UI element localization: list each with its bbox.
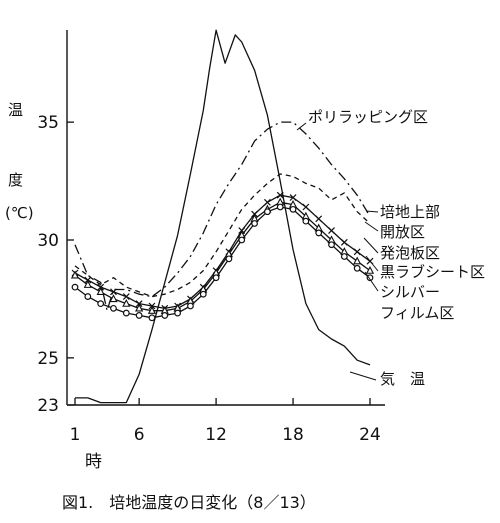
data-point	[135, 300, 143, 308]
data-point	[366, 274, 374, 282]
data-point	[328, 241, 335, 249]
series-label: 黒ラブシート区	[380, 263, 485, 281]
data-point	[97, 300, 105, 308]
y-tick-label: 30	[37, 231, 59, 251]
data-point	[70, 270, 80, 279]
data-point	[365, 265, 375, 274]
data-point	[353, 256, 362, 265]
y-axis-label-part: 温	[8, 101, 23, 119]
data-point	[84, 276, 92, 284]
label-leader-line	[365, 255, 379, 272]
y-tick-label: 25	[37, 349, 59, 369]
data-point	[276, 191, 284, 199]
x-tick-label: 12	[205, 425, 227, 445]
series-label: 発泡板区	[380, 244, 440, 262]
data-point	[122, 293, 130, 300]
data-point	[340, 238, 348, 246]
data-point	[289, 205, 297, 213]
series-label: 開放区	[380, 223, 425, 241]
data-point	[263, 208, 271, 216]
y-tick-label: 23	[37, 396, 59, 416]
data-point	[110, 304, 117, 312]
label-leader-line	[296, 122, 307, 131]
label-leader-line	[365, 210, 379, 213]
series-label: フィルム区	[380, 304, 454, 322]
data-point	[302, 217, 310, 225]
data-point	[315, 215, 323, 223]
series-line	[74, 194, 371, 310]
series-line	[75, 29, 371, 404]
figure-caption: 図1. 培地温度の日変化（8／13）	[62, 493, 316, 512]
label-leader-line	[364, 271, 379, 292]
data-point	[315, 229, 323, 237]
data-point	[96, 287, 105, 296]
data-point	[302, 203, 310, 211]
data-point	[251, 210, 258, 218]
data-point	[263, 198, 271, 206]
label-leader-line	[363, 237, 379, 254]
data-point	[289, 194, 297, 201]
data-point	[135, 303, 144, 312]
data-point	[225, 255, 233, 263]
data-point	[251, 220, 258, 227]
y-axis-label-part: 度	[8, 171, 23, 189]
label-leader-line	[349, 371, 377, 381]
x-axis-unit-label: 時	[85, 452, 102, 472]
x-tick-label: 18	[282, 425, 304, 445]
data-point	[328, 227, 335, 234]
x-tick-label: 1	[70, 425, 81, 445]
data-point	[148, 302, 156, 310]
data-point	[174, 309, 182, 317]
label-leader-line	[364, 221, 379, 232]
y-axis-label-part: (℃)	[5, 204, 34, 222]
data-point	[353, 248, 361, 256]
series-label: 培地上部	[380, 203, 440, 221]
data-point	[187, 302, 194, 310]
data-point	[122, 309, 130, 317]
data-point	[122, 298, 131, 307]
y-tick-label: 35	[37, 113, 59, 133]
data-point	[110, 288, 117, 296]
data-point	[71, 283, 79, 291]
series-line	[74, 173, 371, 298]
data-point	[238, 236, 246, 244]
data-point	[148, 314, 156, 322]
x-tick-label: 6	[134, 425, 145, 445]
data-point	[147, 306, 157, 314]
data-point	[199, 290, 207, 298]
x-tick-label: 24	[359, 425, 381, 445]
data-point	[161, 312, 169, 319]
data-point	[353, 264, 361, 272]
data-point	[97, 283, 105, 291]
data-point	[340, 253, 348, 260]
series-label: ポリラッピング区	[308, 108, 428, 126]
series-line	[74, 121, 371, 312]
data-point	[84, 293, 92, 300]
data-point	[276, 203, 284, 211]
series-label: 気 温	[380, 370, 425, 388]
data-point	[135, 312, 143, 319]
data-point	[83, 280, 92, 288]
data-point	[212, 274, 220, 282]
series-label: シルバー	[380, 283, 440, 301]
data-point	[109, 294, 118, 303]
